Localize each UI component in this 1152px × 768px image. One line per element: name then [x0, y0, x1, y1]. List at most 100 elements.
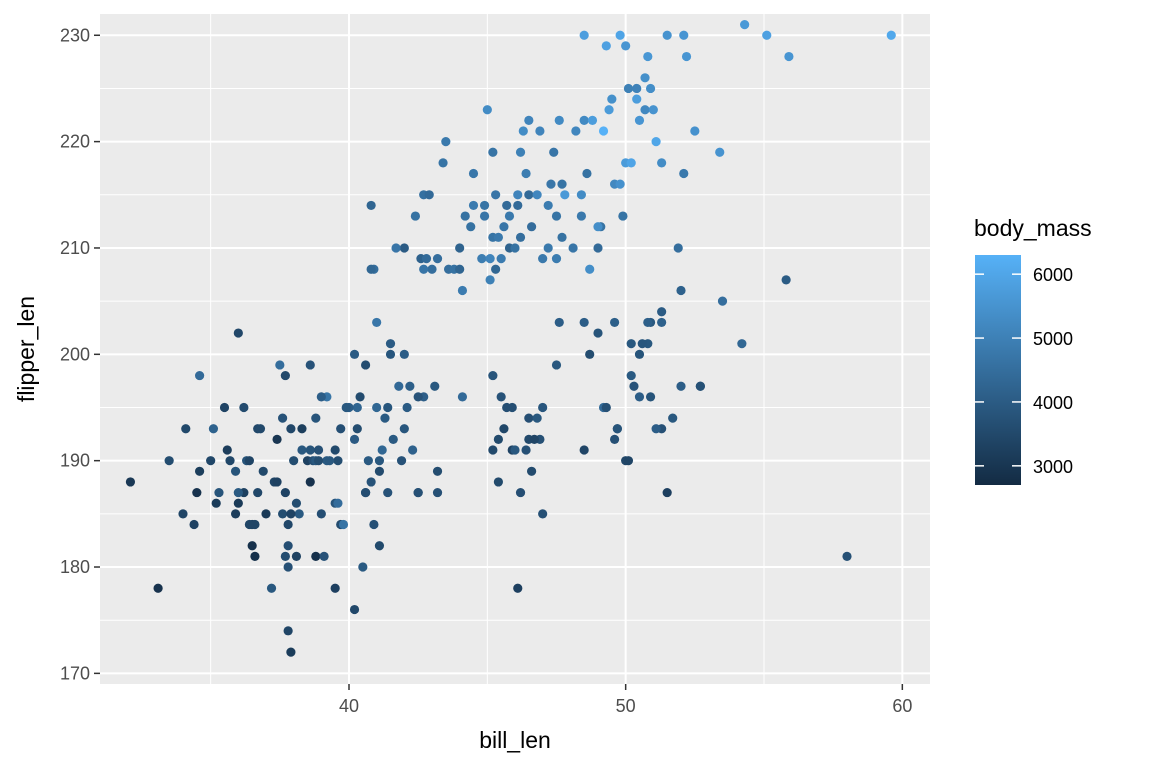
data-point [623, 456, 634, 466]
data-point [377, 445, 387, 455]
data-point [662, 30, 672, 40]
data-point [518, 126, 528, 136]
data-point [560, 190, 570, 200]
data-point [651, 424, 661, 434]
data-point [330, 445, 340, 455]
data-point [305, 445, 315, 455]
data-point [496, 254, 506, 264]
data-point [571, 126, 581, 136]
data-point [551, 360, 562, 370]
data-point [211, 498, 221, 508]
data-point [502, 200, 512, 211]
data-point [275, 360, 285, 370]
data-point [278, 509, 288, 519]
data-point [648, 105, 658, 115]
data-point [278, 413, 288, 423]
data-point [554, 115, 564, 125]
data-point [477, 254, 487, 264]
data-point [383, 402, 393, 413]
data-point [366, 200, 376, 211]
data-point [781, 275, 791, 285]
data-point [430, 381, 440, 391]
y-tick-label: 200 [60, 344, 90, 364]
data-point [513, 190, 523, 200]
data-point [391, 243, 401, 253]
data-point [632, 83, 642, 94]
x-axis-title: bill_len [479, 727, 551, 753]
data-point [598, 126, 609, 136]
data-point [206, 456, 216, 466]
data-point [361, 487, 371, 498]
legend-colorbar [975, 255, 1021, 485]
data-point [399, 243, 409, 253]
data-point [413, 392, 423, 402]
data-point [283, 626, 293, 636]
data-point [499, 222, 509, 232]
data-point [195, 370, 205, 381]
data-point [338, 519, 349, 530]
legend-tick-label: 5000 [1033, 329, 1073, 349]
data-point [258, 466, 268, 476]
data-point [399, 349, 409, 359]
data-point [532, 413, 542, 423]
data-point [383, 487, 393, 498]
y-tick-label: 220 [60, 132, 90, 152]
data-point [737, 339, 747, 349]
data-point [515, 487, 526, 498]
data-point [189, 519, 199, 530]
data-point [419, 264, 429, 274]
data-point [372, 402, 382, 413]
data-point [325, 456, 335, 466]
data-point [283, 541, 293, 551]
data-point [582, 168, 592, 179]
data-point [543, 200, 553, 211]
data-point [192, 487, 202, 498]
data-point [615, 30, 625, 40]
data-point [233, 498, 243, 508]
data-point [842, 551, 852, 561]
data-point [618, 211, 628, 221]
data-point [549, 147, 559, 157]
legend-tick-label: 3000 [1033, 457, 1073, 477]
data-point [585, 349, 595, 359]
data-points [125, 20, 896, 657]
data-point [230, 509, 241, 519]
data-point [626, 370, 636, 381]
data-point [543, 243, 553, 253]
data-point [283, 519, 293, 530]
data-point [374, 541, 385, 551]
data-point [493, 477, 503, 487]
data-point [413, 487, 423, 498]
data-point [604, 105, 614, 115]
data-point [457, 392, 468, 402]
data-point [657, 317, 667, 328]
data-point [662, 487, 672, 498]
data-point [488, 445, 498, 455]
data-point [352, 402, 362, 413]
data-point [579, 115, 589, 125]
data-point [214, 487, 224, 498]
data-point [363, 456, 373, 466]
data-point [538, 402, 548, 413]
data-point [361, 360, 371, 370]
x-tick-label: 60 [892, 696, 912, 716]
data-point [305, 360, 315, 370]
data-point [286, 509, 296, 519]
data-point [355, 392, 365, 402]
data-point [394, 381, 404, 391]
data-point [557, 232, 567, 242]
data-point [219, 402, 230, 413]
data-point [455, 243, 465, 253]
data-point [524, 190, 534, 200]
data-point [551, 211, 562, 221]
data-point [438, 158, 448, 168]
data-point [717, 296, 728, 306]
data-point [593, 243, 603, 253]
data-point [164, 456, 174, 466]
data-point [333, 456, 343, 466]
data-point [369, 519, 379, 530]
data-point [380, 413, 390, 423]
data-point [195, 466, 205, 476]
data-point [643, 51, 653, 62]
